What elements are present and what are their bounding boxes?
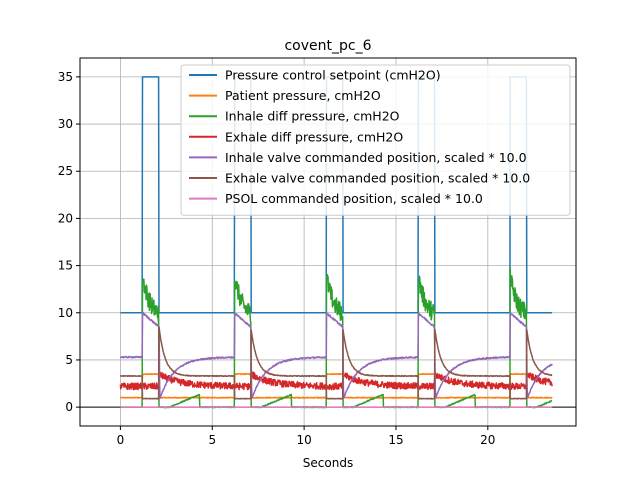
- x-tick-label: 15: [388, 433, 403, 447]
- legend-label: Exhale diff pressure, cmH2O: [225, 129, 403, 144]
- y-tick-label: 35: [58, 70, 73, 84]
- axes-frame: [79, 57, 577, 427]
- legend-label: Exhale valve commanded position, scaled …: [225, 171, 530, 186]
- x-axis-ticks: 0 5 10 15 20: [117, 426, 495, 447]
- y-tick-label: 25: [58, 164, 73, 178]
- y-tick-label: 10: [58, 306, 73, 320]
- y-tick-label: 15: [58, 259, 73, 273]
- y-tick-label: 30: [58, 117, 73, 131]
- y-tick-label: 20: [58, 211, 73, 225]
- y-tick-label: 0: [65, 400, 73, 414]
- legend-label: Pressure control setpoint (cmH2O): [225, 68, 441, 83]
- legend-label: Inhale diff pressure, cmH2O: [225, 109, 400, 124]
- legend-label: Inhale valve commanded position, scaled …: [225, 150, 527, 165]
- series-line: [119, 311, 553, 399]
- y-tick-label: 5: [65, 353, 73, 367]
- y-axis-ticks: 0 5 10 15 20 25 30 35: [58, 70, 80, 414]
- chart-title: covent_pc_6: [284, 38, 371, 54]
- legend-box: [180, 64, 571, 216]
- x-tick-label: 0: [117, 433, 125, 447]
- legend: Pressure control setpoint (cmH2O) Patient…: [180, 64, 571, 216]
- x-tick-label: 10: [296, 433, 311, 447]
- x-tick-label: 20: [480, 433, 495, 447]
- legend-label: Patient pressure, cmH2O: [225, 88, 381, 103]
- x-axis-label: Seconds: [303, 456, 353, 470]
- x-tick-label: 5: [208, 433, 216, 447]
- legend-label: PSOL commanded position, scaled * 10.0: [225, 191, 483, 206]
- series-line: [119, 326, 553, 400]
- series-line: [119, 370, 553, 391]
